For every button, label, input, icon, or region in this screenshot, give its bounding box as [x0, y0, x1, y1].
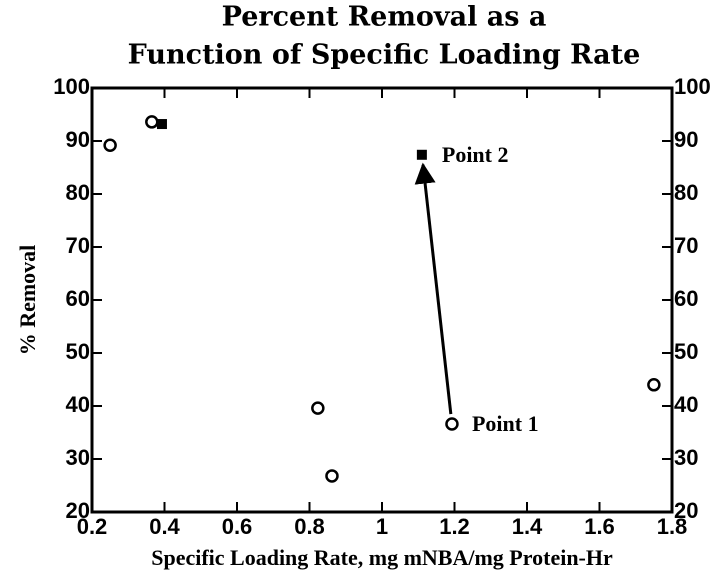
chart-title: Percent Removal as a — [222, 2, 547, 33]
x-tick-label: 1.6 — [584, 514, 615, 539]
y2-tick-label: 40 — [674, 392, 698, 417]
annotation: Point 1 — [472, 411, 539, 436]
plot-frame — [90, 86, 674, 514]
y-tick-label: 30 — [66, 445, 90, 470]
point — [647, 378, 661, 392]
y2-tick-label: 70 — [674, 233, 698, 258]
x-axis-label: Specific Loading Rate, mg mNBA/mg Protei… — [151, 545, 613, 570]
annotation: Point 2 — [442, 142, 509, 167]
y-tick-label: 100 — [53, 74, 90, 99]
y-tick-label: 50 — [66, 339, 90, 364]
point — [445, 417, 459, 431]
x-tick-label: 0.4 — [149, 514, 180, 539]
y2-tick-label: 80 — [674, 180, 698, 205]
x-tick-label: 0.8 — [294, 514, 325, 539]
y2-tick-label: 50 — [674, 339, 698, 364]
y2-tick-label: 100 — [674, 74, 711, 99]
x-tick-label: 1.4 — [512, 514, 543, 539]
y-tick-label: 90 — [66, 127, 90, 152]
point — [103, 138, 117, 152]
x-tick-label: 0.2 — [77, 514, 108, 539]
point — [145, 115, 159, 129]
y-tick-label: 70 — [66, 233, 90, 258]
y2-tick-label: 20 — [674, 498, 698, 523]
point — [311, 401, 325, 415]
y-tick-label: 20 — [66, 498, 90, 523]
x-tick-label: 1.2 — [439, 514, 470, 539]
point — [325, 469, 339, 483]
y2-tick-label: 60 — [674, 286, 698, 311]
x-tick-label: 0.6 — [222, 514, 253, 539]
point — [156, 119, 167, 130]
y-axis-label: % Removal — [15, 245, 40, 356]
y-tick-label: 80 — [66, 180, 90, 205]
arrow — [414, 162, 453, 415]
y-tick-label: 60 — [66, 286, 90, 311]
y2-tick-label: 30 — [674, 445, 698, 470]
y2-tick-label: 90 — [674, 127, 698, 152]
point — [416, 149, 427, 160]
chart-title: Function of Specific Loading Rate — [128, 40, 641, 71]
x-tick-label: 1.8 — [657, 514, 688, 539]
y-tick-label: 40 — [66, 392, 90, 417]
x-tick-label: 1 — [376, 514, 388, 539]
